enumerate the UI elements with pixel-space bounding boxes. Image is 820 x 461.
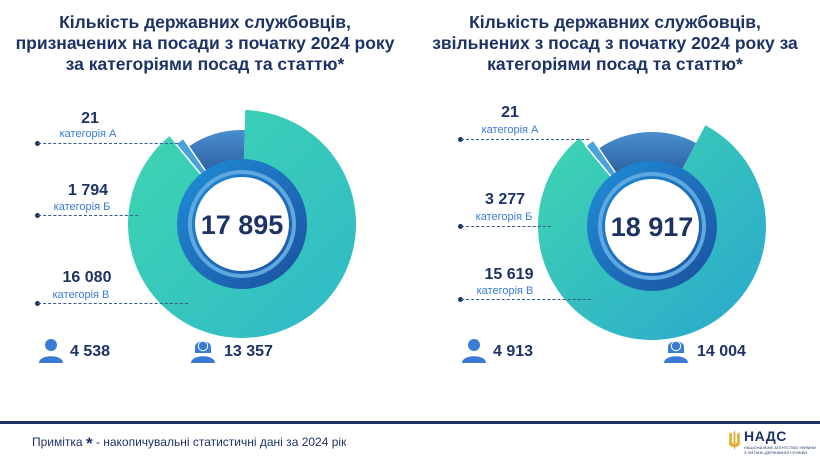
logo-subtitle-line: НАЦІОНАЛЬНЕ АГЕНТСТВО УКРАЇНИ bbox=[744, 445, 816, 450]
leader-line bbox=[461, 226, 551, 227]
cat-a-value-left: 21 bbox=[81, 110, 99, 127]
title-line: Кількість державних службовців, bbox=[469, 12, 761, 32]
cat-v-label-right: категорія В bbox=[476, 285, 534, 297]
nads-logo: НАДС НАЦІОНАЛЬНЕ АГЕНТСТВО УКРАЇНИ З ПИТ… bbox=[728, 428, 816, 458]
slice-category-v bbox=[538, 125, 766, 340]
female-person-icon bbox=[664, 340, 688, 363]
chart-title-left: Кількість державних службовців, призначе… bbox=[0, 12, 410, 75]
trident-icon bbox=[729, 430, 740, 450]
male-count-right: 4 913 bbox=[493, 343, 534, 360]
female-count-right: 14 004 bbox=[697, 343, 746, 360]
leader-dot bbox=[458, 297, 463, 302]
cat-v-value-right: 15 619 bbox=[484, 266, 534, 283]
donut-chart-appointed: 17 895 bbox=[128, 110, 356, 338]
inner-ring-highlight bbox=[188, 170, 296, 278]
cat-a-label-right: категорія А bbox=[481, 124, 539, 136]
cat-a-value-right: 21 bbox=[501, 104, 519, 121]
logo-subtitle-line: З ПИТАНЬ ДЕРЖАВНОЇ СЛУЖБИ bbox=[744, 450, 808, 455]
leader-dot bbox=[35, 141, 40, 146]
cat-b-value-left: 1 794 bbox=[67, 182, 109, 199]
footnote: Примітка * - накопичувальні статистичні … bbox=[32, 434, 346, 454]
logo-subtitle: НАЦІОНАЛЬНЕ АГЕНТСТВО УКРАЇНИ З ПИТАНЬ Д… bbox=[744, 445, 816, 455]
leader-line bbox=[461, 299, 591, 300]
female-person-icon bbox=[191, 340, 215, 363]
male-person-icon bbox=[39, 339, 63, 363]
logo-text: НАДС bbox=[744, 428, 787, 444]
title-line: звільнених з посад з початку 2024 року з… bbox=[432, 33, 798, 53]
cat-b-value-right: 3 277 bbox=[484, 191, 526, 208]
leader-dot bbox=[35, 213, 40, 218]
slice-category-v bbox=[128, 110, 356, 338]
total-value: 17 895 bbox=[201, 210, 284, 240]
cat-v-label-left: категорія В bbox=[52, 289, 110, 301]
title-line: за категоріями посад та статтю* bbox=[65, 54, 345, 74]
leader-dot bbox=[458, 137, 463, 142]
leader-dot bbox=[35, 301, 40, 306]
title-line: Кількість державних службовців, bbox=[59, 12, 351, 32]
leader-line bbox=[38, 215, 138, 216]
footnote-prefix: Примітка bbox=[32, 435, 86, 449]
cat-b-label-right: категорія Б bbox=[475, 211, 533, 223]
chart-title-right: Кількість державних службовців, звільнен… bbox=[410, 12, 820, 75]
cat-v-value-left: 16 080 bbox=[62, 269, 112, 286]
male-person-icon bbox=[462, 339, 486, 363]
title-line: категоріями посад та статтю* bbox=[487, 54, 743, 74]
leader-line bbox=[38, 143, 178, 144]
title-line: призначених на посади з початку 2024 рок… bbox=[15, 33, 395, 53]
cat-a-label-left: категорія А bbox=[59, 128, 117, 140]
leader-line bbox=[38, 303, 188, 304]
footer-divider bbox=[0, 421, 820, 424]
total-value: 18 917 bbox=[611, 212, 694, 242]
donut-chart-dismissed: 18 917 bbox=[538, 125, 766, 340]
inner-ring-highlight bbox=[598, 172, 706, 280]
leader-line bbox=[461, 139, 589, 140]
male-count-left: 4 538 bbox=[70, 343, 111, 360]
cat-b-label-left: категорія Б bbox=[53, 201, 111, 213]
donut-hole bbox=[195, 177, 289, 271]
female-count-left: 13 357 bbox=[224, 343, 273, 360]
footnote-text: - накопичувальні статистичні дані за 202… bbox=[92, 435, 347, 449]
footnote-star: * bbox=[85, 434, 93, 453]
donut-hole bbox=[605, 179, 699, 273]
leader-dot bbox=[458, 224, 463, 229]
